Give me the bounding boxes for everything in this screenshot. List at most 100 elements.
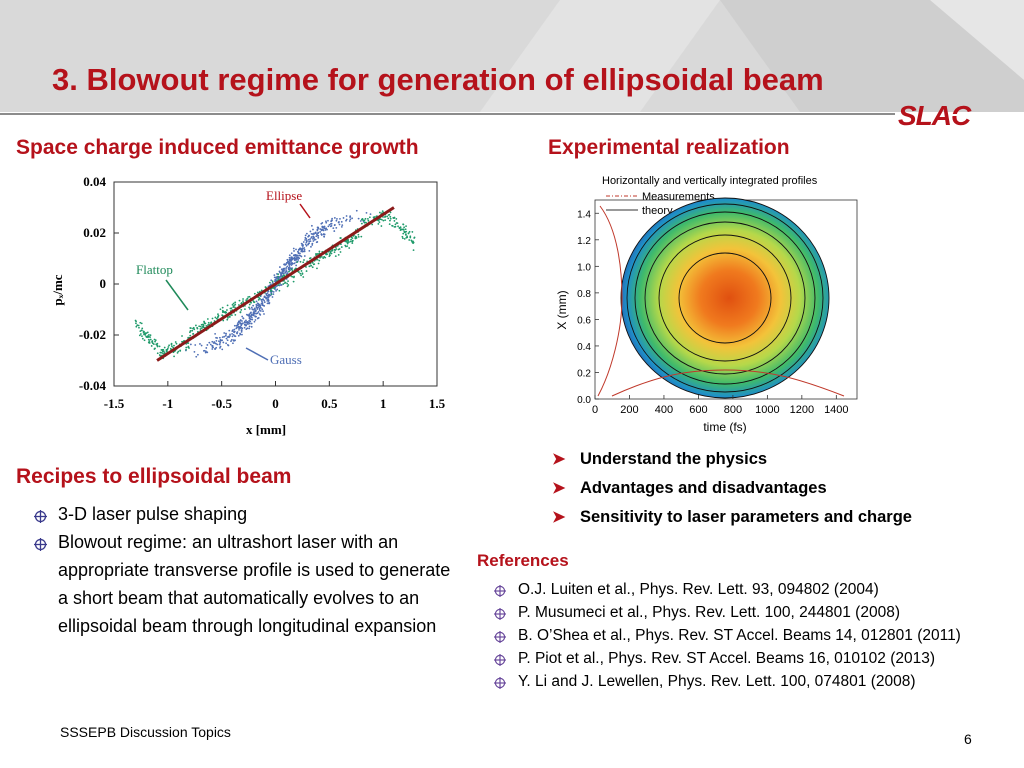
- flattop-point: [173, 355, 175, 358]
- y-tick-label: 0: [100, 276, 107, 291]
- gauss-point: [197, 353, 199, 356]
- flattop-point: [207, 321, 210, 324]
- left-heading: Space charge induced emittance growth: [16, 136, 419, 159]
- gauss-point: [290, 252, 293, 255]
- flattop-point: [177, 350, 180, 353]
- gauss-point: [320, 228, 323, 231]
- flattop-point: [411, 240, 414, 243]
- gauss-point: [293, 262, 296, 265]
- gauss-point: [262, 298, 264, 301]
- flattop-point: [231, 303, 234, 306]
- gauss-point: [225, 342, 228, 345]
- flattop-point: [224, 310, 227, 313]
- flattop-point: [234, 301, 237, 304]
- gauss-point: [303, 247, 306, 249]
- gauss-point: [342, 217, 345, 219]
- flattop-point: [308, 265, 311, 268]
- x-tick-label: 1: [380, 396, 387, 411]
- gauss-point: [287, 260, 290, 263]
- gauss-point: [335, 219, 338, 222]
- annotation-ellipse-arrow: [299, 203, 311, 219]
- flattop-point: [344, 244, 347, 247]
- reference-text: P. Musumeci et al., Phys. Rev. Lett. 100…: [518, 604, 900, 621]
- gauss-point: [234, 335, 237, 338]
- gauss-point: [339, 217, 341, 220]
- annotation-gauss-arrow: [245, 347, 269, 361]
- flattop-point: [288, 270, 290, 273]
- gauss-point: [249, 320, 252, 323]
- flattop-point: [152, 343, 155, 346]
- flattop-point: [277, 275, 280, 278]
- flattop-point: [360, 235, 363, 238]
- heatmap-y-tick-label: 1.0: [577, 262, 591, 273]
- flattop-point: [247, 296, 250, 298]
- flattop-point: [303, 259, 305, 261]
- ellipse-series-line: [156, 206, 395, 362]
- gauss-point: [189, 343, 192, 346]
- gauss-point: [219, 341, 222, 344]
- gauss-point: [308, 240, 311, 243]
- gauss-point: [226, 339, 229, 342]
- gauss-point: [254, 309, 257, 312]
- gauss-point: [359, 220, 362, 222]
- flattop-point: [401, 235, 404, 238]
- flattop-point: [232, 306, 235, 308]
- flattop-point: [221, 310, 224, 313]
- flattop-point: [291, 275, 294, 278]
- flattop-point: [333, 248, 336, 251]
- flattop-point: [383, 216, 386, 218]
- gauss-point: [308, 242, 311, 245]
- flattop-point: [347, 241, 350, 243]
- gauss-point: [194, 344, 197, 346]
- gauss-point: [271, 296, 274, 298]
- flattop-point: [179, 349, 182, 352]
- gauss-point: [294, 254, 297, 256]
- gauss-point: [241, 320, 243, 322]
- gauss-point: [301, 243, 304, 246]
- heatmap-x-tick-label: 1200: [790, 404, 814, 416]
- phase-space-chart: -1.5 -1 -0.5 0 0.5 1 1.5 0.04 0.02 0 -0.02 -0.04 El…: [50, 174, 446, 437]
- gauss-point: [332, 227, 335, 230]
- physics-points-list: ➤ Understand the physics ➤ Advantages and …: [552, 445, 1012, 532]
- flattop-point: [144, 332, 146, 335]
- gauss-point: [255, 305, 258, 308]
- flattop-point: [305, 270, 308, 272]
- flattop-point: [230, 307, 233, 310]
- gauss-point: [265, 293, 268, 295]
- annotation-flattop-arrow: [165, 279, 189, 311]
- gauss-point: [324, 229, 327, 231]
- flattop-point: [196, 326, 199, 329]
- gauss-point: [309, 238, 312, 240]
- flattop-point: [402, 228, 405, 231]
- flattop-point: [226, 318, 229, 321]
- gauss-point: [321, 228, 324, 231]
- gauss-point: [218, 343, 221, 346]
- annotation-flattop: Flattop: [136, 262, 173, 277]
- flattop-point: [202, 326, 205, 329]
- flattop-point: [302, 261, 305, 264]
- gauss-point: [329, 225, 332, 228]
- gauss-point: [214, 333, 217, 335]
- flattop-point: [316, 258, 319, 261]
- gauss-point: [245, 321, 247, 324]
- gauss-point: [255, 306, 258, 309]
- gauss-point: [311, 244, 314, 246]
- gauss-point: [231, 329, 234, 332]
- flattop-point: [300, 270, 303, 272]
- arrow-bullet-icon: ➤: [552, 480, 566, 497]
- flattop-point: [248, 306, 250, 309]
- flattop-point: [389, 215, 392, 218]
- flattop-point: [234, 303, 237, 306]
- gauss-point: [228, 336, 230, 339]
- gauss-point: [234, 339, 236, 342]
- flattop-point: [146, 331, 149, 334]
- gauss-point: [281, 272, 284, 275]
- gauss-point: [258, 313, 261, 315]
- flattop-point: [140, 329, 143, 332]
- gauss-point: [338, 223, 341, 226]
- gauss-point: [263, 296, 266, 299]
- flattop-point: [188, 347, 190, 349]
- gauss-point: [288, 256, 291, 259]
- flattop-point: [147, 341, 150, 344]
- gauss-point: [301, 247, 304, 250]
